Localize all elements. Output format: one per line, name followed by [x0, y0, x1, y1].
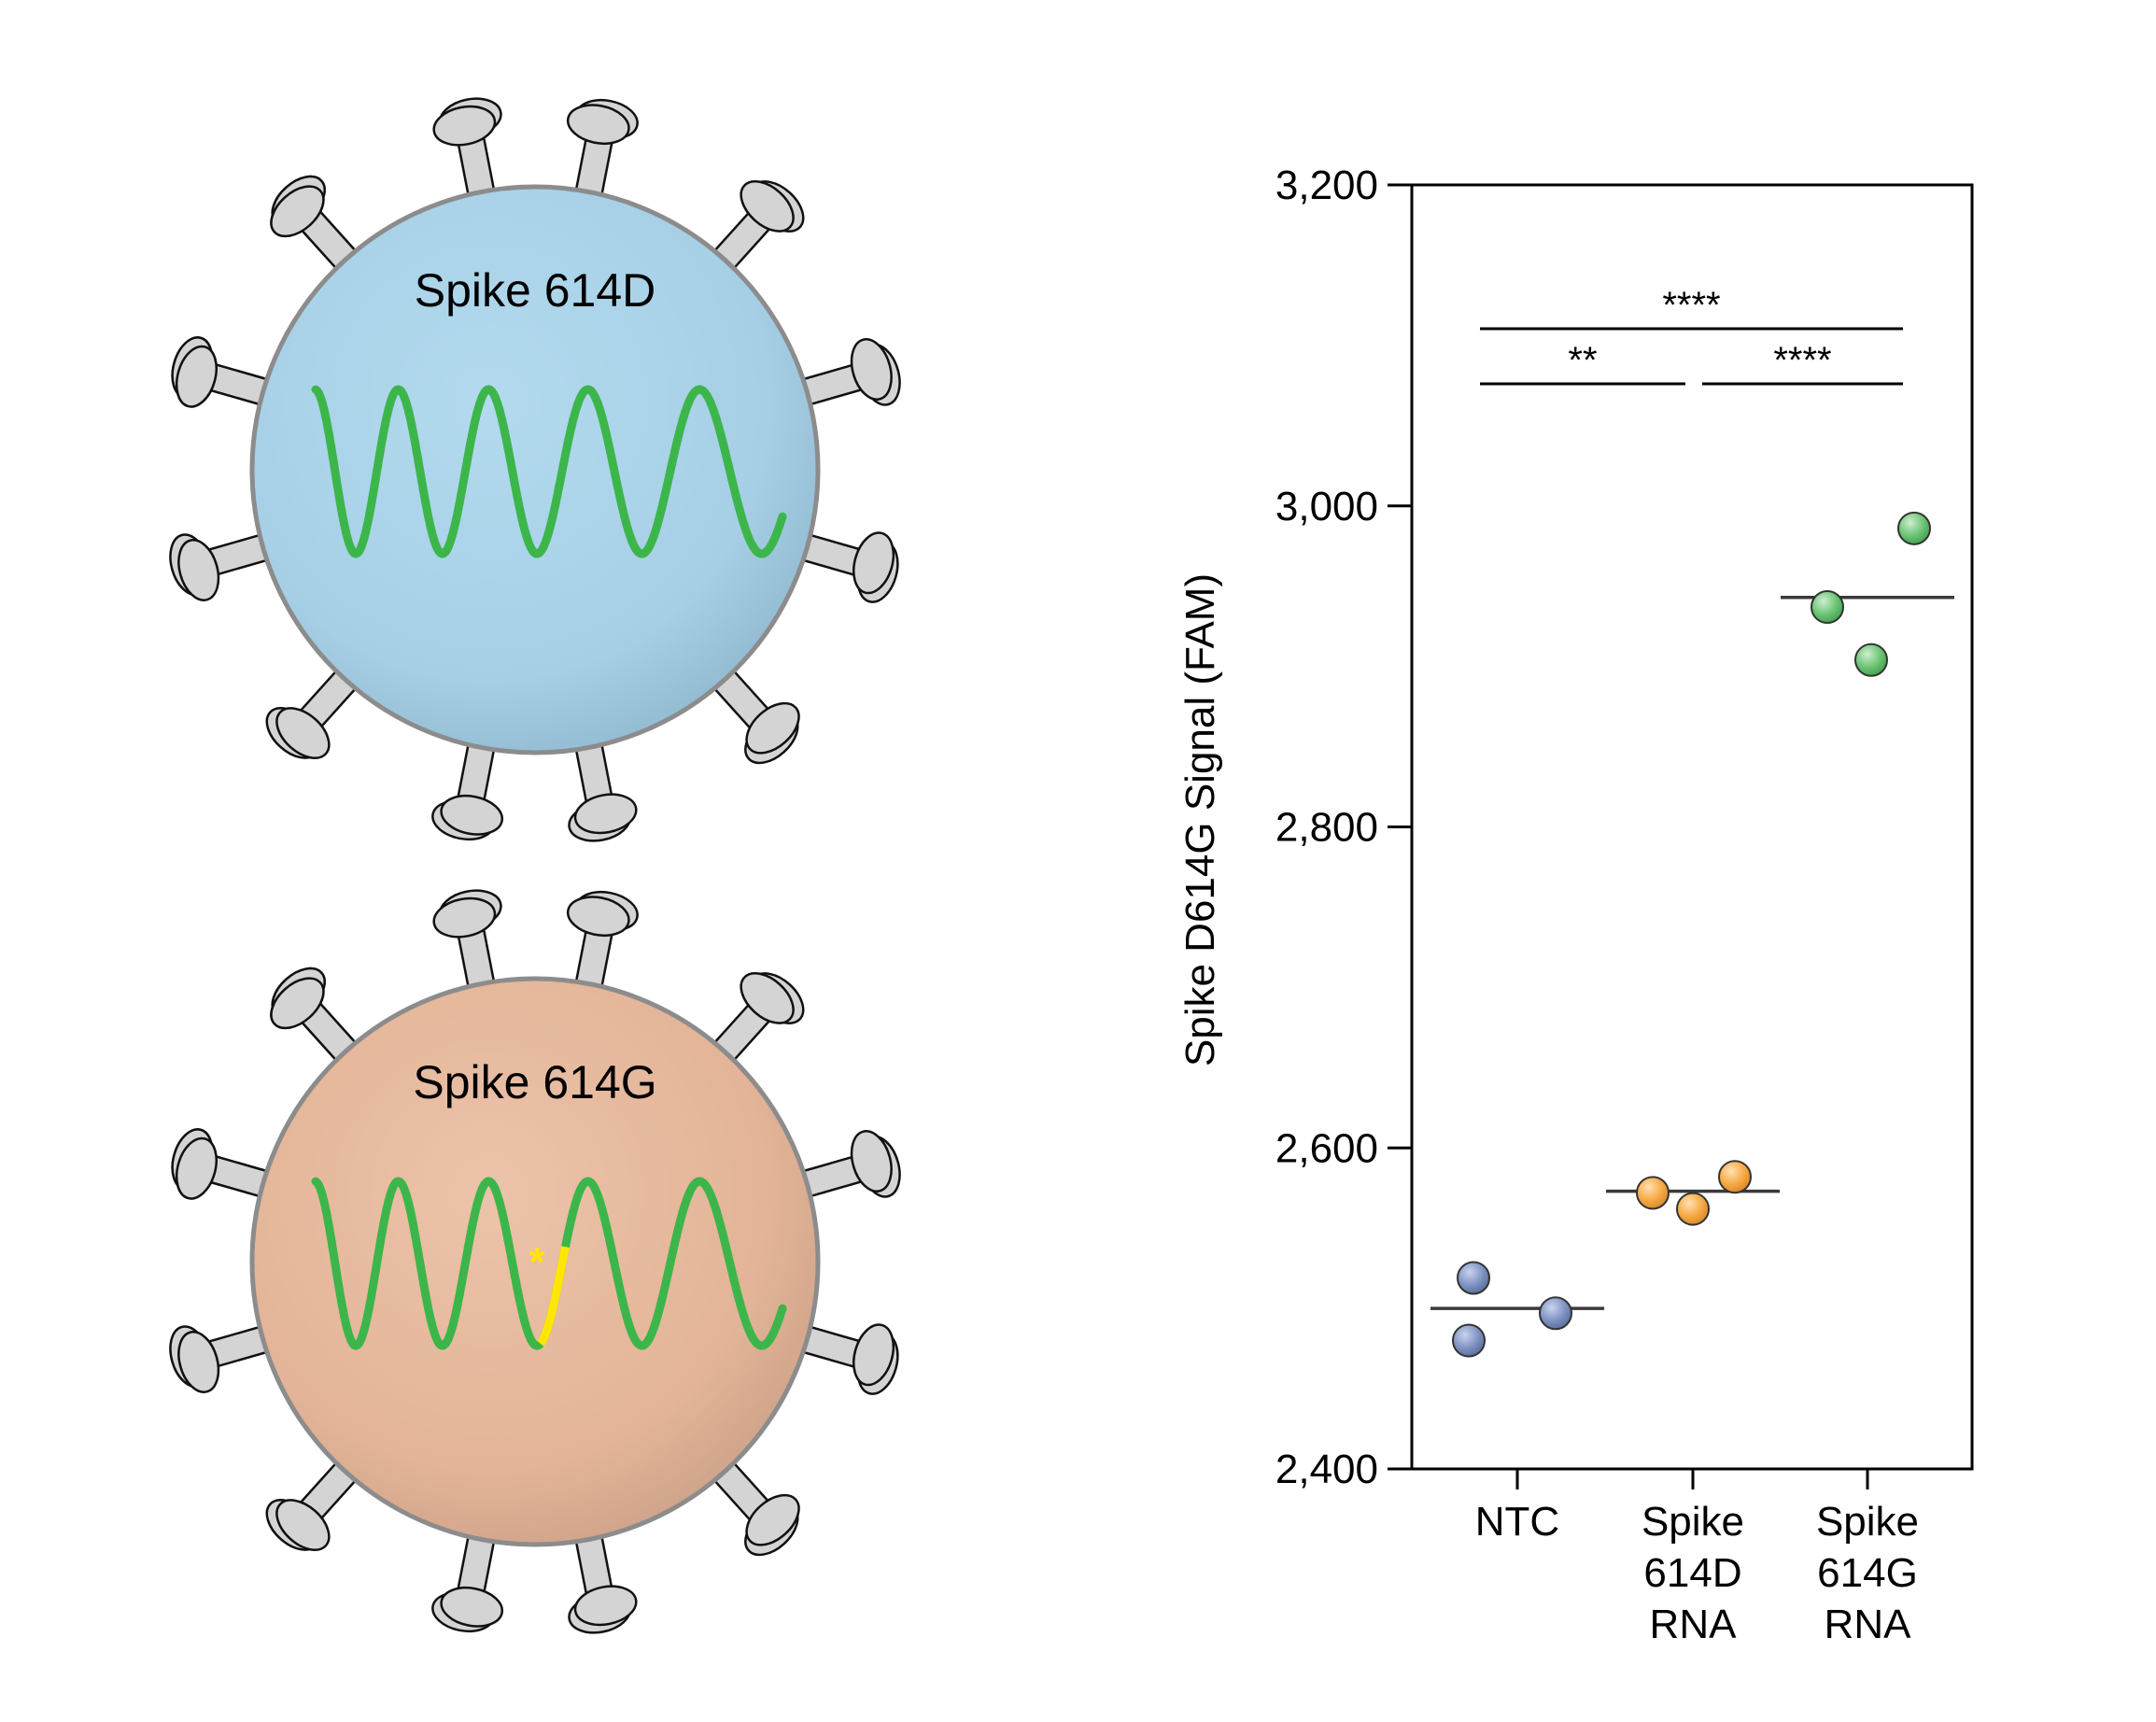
x-axis: NTC Spike 614D RNA Spike 614G RNA: [1475, 1469, 1919, 1647]
spike-head-front: [177, 1331, 220, 1393]
y-tick-label: 3,200: [1275, 162, 1378, 208]
spike-head-front: [850, 1130, 893, 1193]
spike-head-front: [745, 701, 800, 755]
spike-head-front: [850, 338, 893, 401]
data-point: [1854, 642, 1888, 677]
spike-head-front: [432, 105, 497, 147]
significance-label: ****: [1662, 285, 1720, 326]
spike-icon: [169, 1321, 285, 1393]
virion-spike-614d: [169, 97, 901, 842]
y-axis-title: Spike D614G Signal (FAM): [1177, 573, 1223, 1066]
spike-icon: [171, 1128, 285, 1202]
virion-614d-label: Spike 614D: [415, 264, 656, 317]
spike-head-front: [432, 896, 497, 939]
virion-spike-614g: [169, 889, 901, 1634]
x-tick-label: NTC: [1475, 1499, 1559, 1545]
virion-envelope: [249, 184, 821, 755]
spike-icon: [568, 1517, 638, 1634]
spike-head-front: [566, 104, 630, 146]
spike-head-front: [573, 1585, 638, 1627]
spike-head-front: [270, 977, 325, 1030]
significance-annotations: ****** ****: [1480, 285, 1903, 386]
spike-head-front: [177, 539, 220, 601]
plot-frame: [1410, 183, 1974, 1471]
spike-icon: [566, 98, 639, 214]
spike-head-front: [740, 972, 795, 1024]
y-axis: 2,400 2,600 2,800 3,000 3,200: [1275, 162, 1412, 1492]
spike-head-front: [270, 185, 325, 238]
x-tick-label: 614D: [1643, 1550, 1741, 1596]
spike-head-front: [275, 1499, 331, 1551]
mean-lines: [1430, 595, 1954, 1310]
data-point: [1452, 1323, 1486, 1358]
data-point: [1539, 1296, 1572, 1331]
data-points: [1452, 511, 1931, 1358]
spike-head-front: [853, 531, 895, 595]
data-point: [1636, 1176, 1670, 1210]
data-point: [1718, 1160, 1752, 1194]
scatter-chart: 2,400 2,600 2,800 3,000 3,200 NTC Spike 614D RN…: [1177, 162, 1974, 1647]
spike-icon: [785, 1130, 901, 1202]
spike-head-front: [175, 345, 218, 408]
x-tick-label: RNA: [1650, 1602, 1738, 1647]
x-tick-label: RNA: [1825, 1602, 1912, 1647]
spike-icon: [265, 658, 367, 759]
virion-614g-label: Spike 614G: [413, 1056, 656, 1108]
virion-envelope: [249, 976, 821, 1547]
spike-head-front: [175, 1136, 218, 1200]
y-tick-label: 2,800: [1275, 805, 1378, 851]
x-tick-label: Spike: [1816, 1499, 1919, 1545]
significance-label: ****: [1773, 340, 1831, 381]
mutation-asterisk: *: [528, 1239, 545, 1285]
spike-head-front: [853, 1323, 895, 1387]
significance-label: **: [1568, 340, 1597, 381]
data-point: [1676, 1192, 1710, 1226]
y-tick-label: 2,400: [1275, 1447, 1378, 1492]
spike-head-front: [566, 896, 630, 938]
spike-head-front: [573, 793, 638, 835]
data-point: [1457, 1261, 1490, 1295]
rna-strand: [311, 385, 787, 558]
spike-head-front: [440, 1586, 504, 1628]
y-tick-label: 2,600: [1275, 1125, 1378, 1171]
y-tick-label: 3,000: [1275, 484, 1378, 529]
spike-icon: [785, 529, 899, 603]
spike-head-front: [275, 707, 331, 759]
spike-head-front: [745, 1493, 800, 1546]
mutation-site: [537, 1246, 570, 1347]
x-tick-label: Spike: [1642, 1499, 1744, 1545]
x-tick-label: 614G: [1817, 1550, 1918, 1596]
spike-head-front: [440, 794, 504, 836]
spike-head-front: [740, 180, 795, 233]
data-point: [1897, 511, 1931, 545]
data-point: [1811, 590, 1844, 625]
